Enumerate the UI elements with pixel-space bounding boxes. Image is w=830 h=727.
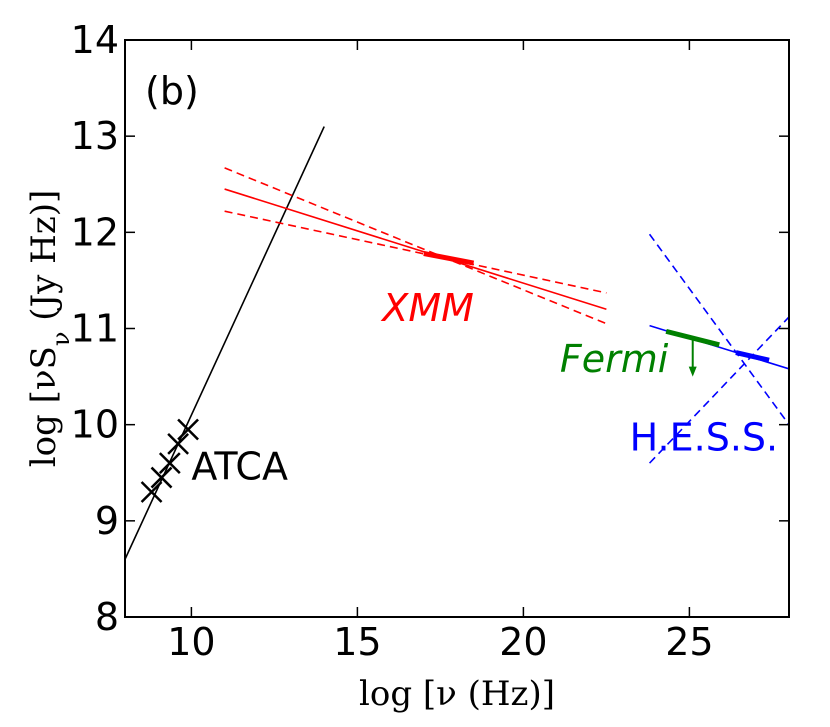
xmm-data-line: [423, 251, 475, 266]
xmm-lower-error-line: [224, 210, 607, 294]
annotation-fermi: Fermi: [560, 337, 669, 381]
y-tick-label-8: 8: [95, 595, 119, 639]
xmm-model-line: [224, 188, 607, 311]
y-tick-label-14: 14: [71, 18, 119, 62]
x-tick-label-25: 25: [665, 620, 713, 664]
y-tick-label-12: 12: [71, 210, 119, 254]
panel-label: (b): [145, 69, 199, 113]
y-axis-label-subscript: ν: [47, 332, 75, 347]
atca-fit-line: [125, 126, 325, 560]
x-tick-label-10: 10: [167, 620, 215, 664]
y-tick-label-9: 9: [95, 499, 119, 543]
annotation-atca: ATCA: [191, 444, 288, 488]
h-e-s-s-error-2-line: [648, 316, 789, 464]
atca-point-2: [150, 466, 173, 489]
x-axis-label: log [ν (Hz)]: [359, 674, 555, 714]
marks-group: [125, 126, 789, 560]
y-axis-label-rest: (Jy Hz)]: [24, 190, 64, 332]
xmm-upper-error-line: [224, 167, 607, 325]
h-e-s-s-data-line: [735, 350, 770, 363]
x-tick-label-20: 20: [499, 620, 547, 664]
ticks-group: 10 15 20 25 8 9 10 11 12 13 14: [71, 18, 789, 664]
fermi-upper-limit-arrow-head: [688, 366, 697, 377]
y-axis-label: log [νSν (Jy Hz)]: [24, 190, 75, 468]
y-tick-label-11: 11: [71, 307, 119, 351]
annotation-h-e-s-s: H.E.S.S.: [630, 416, 778, 460]
y-tick-label-10: 10: [71, 403, 119, 447]
h-e-s-s-error-1-line: [648, 233, 789, 426]
y-tick-label-13: 13: [71, 114, 119, 158]
x-tick-label-15: 15: [333, 620, 381, 664]
annotation-xmm: XMM: [380, 286, 474, 330]
atca-cross-stroke-b: [150, 466, 173, 489]
